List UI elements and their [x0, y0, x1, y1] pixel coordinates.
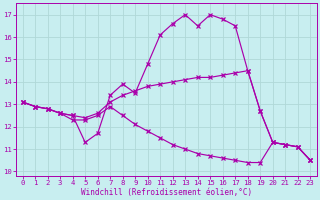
X-axis label: Windchill (Refroidissement éolien,°C): Windchill (Refroidissement éolien,°C): [81, 188, 252, 197]
